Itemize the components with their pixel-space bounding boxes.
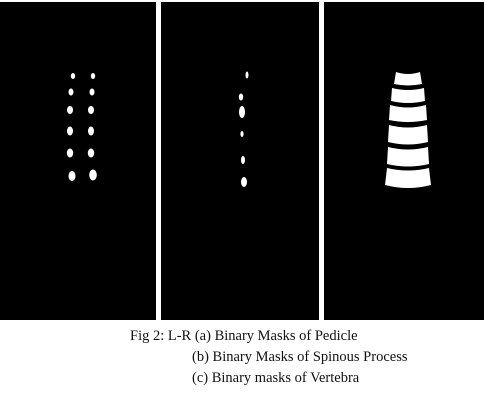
caption-line-3: (c) Binary masks of Vertebra [192, 370, 360, 386]
caption-line-2: (b) Binary Masks of Spinous Process [192, 349, 408, 365]
spinous-blob [241, 177, 247, 187]
vertebra-body [387, 147, 429, 167]
pedicle-blob [67, 106, 73, 114]
vertebra-body [394, 72, 422, 86]
pedicle-mask-image [66, 73, 97, 181]
pedicle-blob [90, 73, 96, 79]
vertebra-body [388, 125, 428, 145]
pedicle-blob [88, 106, 94, 114]
pedicle-blob [88, 126, 94, 136]
pedicle-blob [68, 88, 74, 96]
spinous-blob [245, 71, 249, 79]
vertebra-body [391, 88, 425, 103]
panel-spinous-process-mask [161, 2, 319, 320]
spinous-blob [241, 156, 245, 164]
pedicle-blob [89, 169, 97, 181]
spinous-blob [239, 106, 245, 118]
pedicle-blob [67, 126, 73, 136]
spinous-blob [238, 93, 244, 101]
caption-line-1: Fig 2: L-R (a) Binary Masks of Pedicle [130, 328, 358, 344]
pedicle-blob [89, 88, 95, 96]
vertebra-mask-image [385, 72, 431, 188]
pedicle-blob [87, 148, 95, 158]
spinous-blob [240, 131, 244, 137]
panel-vertebra-mask [324, 2, 484, 320]
vertebra-body [385, 168, 431, 188]
pedicle-blob [68, 171, 76, 181]
vertebra-body [389, 105, 427, 122]
pedicle-blob [66, 148, 74, 158]
pedicle-blob [70, 73, 76, 79]
panel-pedicle-mask [0, 2, 156, 320]
figure-panels [0, 2, 484, 320]
spinous-process-mask-image [238, 71, 249, 187]
